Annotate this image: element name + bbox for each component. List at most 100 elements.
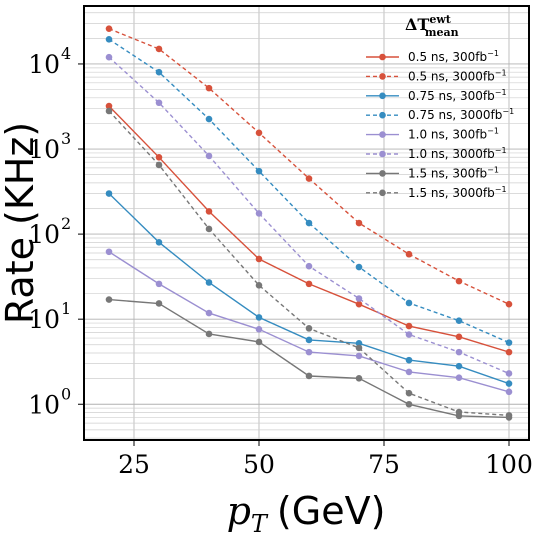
data-point (205, 309, 213, 317)
data-point (505, 380, 513, 387)
legend-entry: 0.5 ns, 3000fb−1 (366, 68, 507, 83)
y-tick-base: 10 (28, 305, 60, 334)
data-point (455, 374, 463, 382)
data-series (105, 25, 513, 421)
data-point (305, 175, 313, 182)
data-point (205, 84, 213, 92)
x-tick-label: 100 (485, 450, 533, 479)
data-point (505, 348, 513, 356)
data-point (405, 250, 413, 258)
x-tick-label: 25 (118, 450, 150, 479)
data-point (105, 248, 113, 256)
data-point (255, 338, 263, 346)
data-point (305, 280, 313, 288)
data-point (305, 336, 313, 344)
legend-swatch-marker (379, 73, 386, 80)
series-line (108, 38, 510, 344)
y-tick-base: 10 (28, 220, 60, 249)
legend-entry: 1.5 ns, 300fb−1 (366, 165, 499, 180)
data-point (455, 408, 463, 416)
legend-entry: 0.5 ns, 300fb−1 (366, 49, 499, 64)
data-point (505, 300, 513, 308)
legend: ΔTewt mean 0.5 ns, 300fb−1 0.5 ns, 3000fb−1… (366, 13, 514, 200)
x-tick-label: 50 (243, 450, 275, 479)
data-point (305, 219, 313, 227)
legend-swatch-marker (379, 189, 386, 197)
data-point (455, 317, 463, 324)
series-group (105, 190, 513, 387)
legend-entry: 1.0 ns, 3000fb−1 (366, 146, 507, 161)
legend-label: 0.75 ns, 3000fb−1 (408, 107, 514, 122)
data-point (355, 340, 363, 347)
x-axis-unit: (GeV) (277, 489, 385, 533)
data-point (455, 362, 463, 370)
data-point (455, 348, 463, 356)
legend-swatch-marker (379, 111, 386, 119)
data-point (155, 45, 163, 53)
y-tick-label: 10 (28, 220, 60, 249)
data-point (355, 295, 363, 302)
data-point (105, 296, 113, 303)
y-tick-exponent: 1 (61, 299, 71, 318)
data-point (105, 107, 113, 115)
data-point (355, 374, 363, 382)
x-axis-variable: p (227, 489, 251, 533)
data-point (255, 129, 263, 137)
series-group (105, 248, 513, 396)
data-point (255, 314, 263, 321)
x-axis-variable-subscript: T (251, 510, 269, 537)
data-point (155, 99, 163, 107)
data-point (355, 300, 363, 308)
legend-label: 0.75 ns, 300fb−1 (408, 88, 507, 103)
data-point (355, 344, 363, 352)
legend-label: 1.5 ns, 300fb−1 (408, 165, 499, 180)
legend-title: ΔTewt mean (405, 13, 459, 39)
grid (84, 6, 529, 440)
data-point (355, 219, 363, 227)
legend-entry: 1.0 ns, 300fb−1 (366, 127, 499, 142)
data-point (405, 389, 413, 397)
data-point (405, 322, 413, 330)
data-point (155, 161, 163, 169)
y-tick-exponent: 3 (61, 129, 71, 148)
data-point (405, 356, 413, 364)
y-axis-title: Rate (KHz) (0, 122, 42, 324)
legend-label: 1.5 ns, 3000fb−1 (408, 185, 507, 200)
legend-label: 1.0 ns, 300fb−1 (408, 127, 499, 142)
data-point (255, 167, 263, 175)
y-tick-base: 10 (28, 50, 60, 79)
data-point (255, 282, 263, 289)
y-tick-label: 10 (28, 50, 60, 79)
data-point (505, 388, 513, 396)
y-tick-label: 10 (28, 390, 60, 419)
data-point (405, 400, 413, 408)
data-point (355, 263, 363, 271)
legend-entry: 0.75 ns, 3000fb−1 (366, 107, 514, 122)
data-point (205, 152, 213, 160)
series-group (105, 107, 513, 419)
data-point (105, 190, 113, 197)
series-group (105, 102, 513, 356)
series-group (105, 25, 513, 308)
legend-label: 0.5 ns, 3000fb−1 (408, 68, 507, 83)
series-line (108, 251, 510, 393)
data-point (105, 102, 113, 110)
data-point (405, 331, 413, 338)
legend-swatch-marker (379, 53, 386, 61)
data-point (305, 325, 313, 332)
legend-swatch-marker (379, 131, 386, 138)
legend-swatch-marker (379, 92, 386, 100)
x-tick-label: 75 (368, 450, 400, 479)
data-point (255, 255, 263, 263)
y-tick-base: 10 (28, 135, 60, 164)
data-point (505, 412, 513, 419)
data-point (205, 330, 213, 338)
y-tick-label: 10 (28, 135, 60, 164)
data-point (405, 299, 413, 307)
data-point (155, 153, 163, 161)
data-point (305, 262, 313, 270)
data-point (155, 68, 163, 76)
legend-label: 1.0 ns, 3000fb−1 (408, 146, 507, 161)
